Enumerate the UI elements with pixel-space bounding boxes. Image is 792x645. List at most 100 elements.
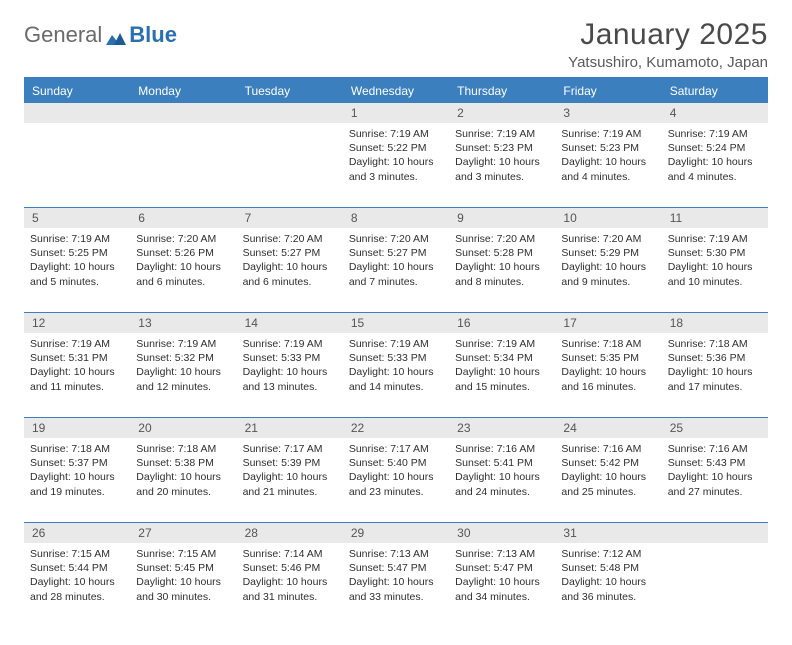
- daylight-text-2: and 3 minutes.: [455, 170, 549, 184]
- sunrise-text: Sunrise: 7:20 AM: [243, 232, 337, 246]
- day-info: Sunrise: 7:14 AMSunset: 5:46 PMDaylight:…: [243, 545, 337, 604]
- day-cell: [130, 123, 236, 207]
- daylight-text-1: Daylight: 10 hours: [30, 575, 124, 589]
- day-cell: Sunrise: 7:20 AMSunset: 5:29 PMDaylight:…: [555, 228, 661, 312]
- day-number: 9: [449, 208, 555, 228]
- day-info: Sunrise: 7:15 AMSunset: 5:44 PMDaylight:…: [30, 545, 124, 604]
- day-cell: Sunrise: 7:16 AMSunset: 5:41 PMDaylight:…: [449, 438, 555, 522]
- sunrise-text: Sunrise: 7:13 AM: [455, 547, 549, 561]
- sunrise-text: Sunrise: 7:15 AM: [30, 547, 124, 561]
- day-header: Sunday: [24, 79, 130, 103]
- day-cell: Sunrise: 7:19 AMSunset: 5:33 PMDaylight:…: [343, 333, 449, 417]
- day-header: Wednesday: [343, 79, 449, 103]
- day-info: Sunrise: 7:19 AMSunset: 5:30 PMDaylight:…: [668, 230, 762, 289]
- sunrise-text: Sunrise: 7:19 AM: [136, 337, 230, 351]
- day-info: Sunrise: 7:16 AMSunset: 5:41 PMDaylight:…: [455, 440, 549, 499]
- sunset-text: Sunset: 5:30 PM: [668, 246, 762, 260]
- daylight-text-1: Daylight: 10 hours: [668, 365, 762, 379]
- day-number: [24, 103, 130, 123]
- day-cell: Sunrise: 7:18 AMSunset: 5:36 PMDaylight:…: [662, 333, 768, 417]
- sunset-text: Sunset: 5:45 PM: [136, 561, 230, 575]
- sunrise-text: Sunrise: 7:18 AM: [30, 442, 124, 456]
- day-number: 2: [449, 103, 555, 123]
- sunrise-text: Sunrise: 7:19 AM: [455, 337, 549, 351]
- sunrise-text: Sunrise: 7:13 AM: [349, 547, 443, 561]
- day-number: 29: [343, 523, 449, 543]
- day-cell: Sunrise: 7:17 AMSunset: 5:40 PMDaylight:…: [343, 438, 449, 522]
- daynum-row: 1234: [24, 103, 768, 123]
- day-info: Sunrise: 7:20 AMSunset: 5:27 PMDaylight:…: [349, 230, 443, 289]
- day-number: 25: [662, 418, 768, 438]
- sunset-text: Sunset: 5:48 PM: [561, 561, 655, 575]
- daylight-text-1: Daylight: 10 hours: [30, 470, 124, 484]
- daylight-text-1: Daylight: 10 hours: [349, 260, 443, 274]
- daylight-text-2: and 9 minutes.: [561, 275, 655, 289]
- daylight-text-1: Daylight: 10 hours: [136, 260, 230, 274]
- daylight-text-1: Daylight: 10 hours: [136, 365, 230, 379]
- sunset-text: Sunset: 5:39 PM: [243, 456, 337, 470]
- sunset-text: Sunset: 5:42 PM: [561, 456, 655, 470]
- daylight-text-1: Daylight: 10 hours: [349, 575, 443, 589]
- day-cell: Sunrise: 7:19 AMSunset: 5:32 PMDaylight:…: [130, 333, 236, 417]
- daylight-text-1: Daylight: 10 hours: [136, 575, 230, 589]
- daylight-text-2: and 34 minutes.: [455, 590, 549, 604]
- sunrise-text: Sunrise: 7:19 AM: [30, 337, 124, 351]
- daylight-text-2: and 24 minutes.: [455, 485, 549, 499]
- day-cell: Sunrise: 7:19 AMSunset: 5:24 PMDaylight:…: [662, 123, 768, 207]
- daylight-text-1: Daylight: 10 hours: [243, 575, 337, 589]
- daylight-text-1: Daylight: 10 hours: [561, 470, 655, 484]
- sunset-text: Sunset: 5:27 PM: [243, 246, 337, 260]
- day-info: Sunrise: 7:17 AMSunset: 5:39 PMDaylight:…: [243, 440, 337, 499]
- day-number: 27: [130, 523, 236, 543]
- weeks-container: 1234Sunrise: 7:19 AMSunset: 5:22 PMDayli…: [24, 103, 768, 627]
- sunrise-text: Sunrise: 7:20 AM: [136, 232, 230, 246]
- sunrise-text: Sunrise: 7:12 AM: [561, 547, 655, 561]
- day-cell: Sunrise: 7:19 AMSunset: 5:30 PMDaylight:…: [662, 228, 768, 312]
- day-cell: [24, 123, 130, 207]
- day-info: Sunrise: 7:19 AMSunset: 5:23 PMDaylight:…: [455, 125, 549, 184]
- daylight-text-1: Daylight: 10 hours: [455, 470, 549, 484]
- day-info: Sunrise: 7:17 AMSunset: 5:40 PMDaylight:…: [349, 440, 443, 499]
- day-info: Sunrise: 7:18 AMSunset: 5:36 PMDaylight:…: [668, 335, 762, 394]
- day-cell: Sunrise: 7:20 AMSunset: 5:28 PMDaylight:…: [449, 228, 555, 312]
- sunrise-text: Sunrise: 7:17 AM: [243, 442, 337, 456]
- daylight-text-1: Daylight: 10 hours: [561, 260, 655, 274]
- day-number: 3: [555, 103, 661, 123]
- sunset-text: Sunset: 5:35 PM: [561, 351, 655, 365]
- day-number: 22: [343, 418, 449, 438]
- sunrise-text: Sunrise: 7:20 AM: [455, 232, 549, 246]
- day-number: 6: [130, 208, 236, 228]
- logo-icon: [106, 25, 126, 41]
- day-cell: Sunrise: 7:17 AMSunset: 5:39 PMDaylight:…: [237, 438, 343, 522]
- daylight-text-1: Daylight: 10 hours: [243, 260, 337, 274]
- daylight-text-1: Daylight: 10 hours: [455, 365, 549, 379]
- sunrise-text: Sunrise: 7:17 AM: [349, 442, 443, 456]
- day-number: 7: [237, 208, 343, 228]
- daylight-text-1: Daylight: 10 hours: [668, 260, 762, 274]
- daylight-text-2: and 14 minutes.: [349, 380, 443, 394]
- daylight-text-2: and 23 minutes.: [349, 485, 443, 499]
- day-number: [662, 523, 768, 543]
- day-cell: Sunrise: 7:19 AMSunset: 5:34 PMDaylight:…: [449, 333, 555, 417]
- daylight-text-2: and 30 minutes.: [136, 590, 230, 604]
- day-cell: Sunrise: 7:13 AMSunset: 5:47 PMDaylight:…: [449, 543, 555, 627]
- day-info: Sunrise: 7:12 AMSunset: 5:48 PMDaylight:…: [561, 545, 655, 604]
- week-row: Sunrise: 7:18 AMSunset: 5:37 PMDaylight:…: [24, 438, 768, 522]
- daylight-text-2: and 4 minutes.: [668, 170, 762, 184]
- daylight-text-1: Daylight: 10 hours: [243, 365, 337, 379]
- daylight-text-2: and 27 minutes.: [668, 485, 762, 499]
- day-info: Sunrise: 7:19 AMSunset: 5:34 PMDaylight:…: [455, 335, 549, 394]
- daylight-text-1: Daylight: 10 hours: [455, 575, 549, 589]
- daylight-text-1: Daylight: 10 hours: [30, 260, 124, 274]
- daylight-text-2: and 28 minutes.: [30, 590, 124, 604]
- day-cell: Sunrise: 7:19 AMSunset: 5:23 PMDaylight:…: [449, 123, 555, 207]
- day-info: Sunrise: 7:19 AMSunset: 5:25 PMDaylight:…: [30, 230, 124, 289]
- daynum-row: 19202122232425: [24, 417, 768, 438]
- daylight-text-1: Daylight: 10 hours: [561, 365, 655, 379]
- sunset-text: Sunset: 5:33 PM: [349, 351, 443, 365]
- sunset-text: Sunset: 5:25 PM: [30, 246, 124, 260]
- sunset-text: Sunset: 5:41 PM: [455, 456, 549, 470]
- sunrise-text: Sunrise: 7:16 AM: [455, 442, 549, 456]
- day-cell: Sunrise: 7:20 AMSunset: 5:27 PMDaylight:…: [343, 228, 449, 312]
- sunset-text: Sunset: 5:36 PM: [668, 351, 762, 365]
